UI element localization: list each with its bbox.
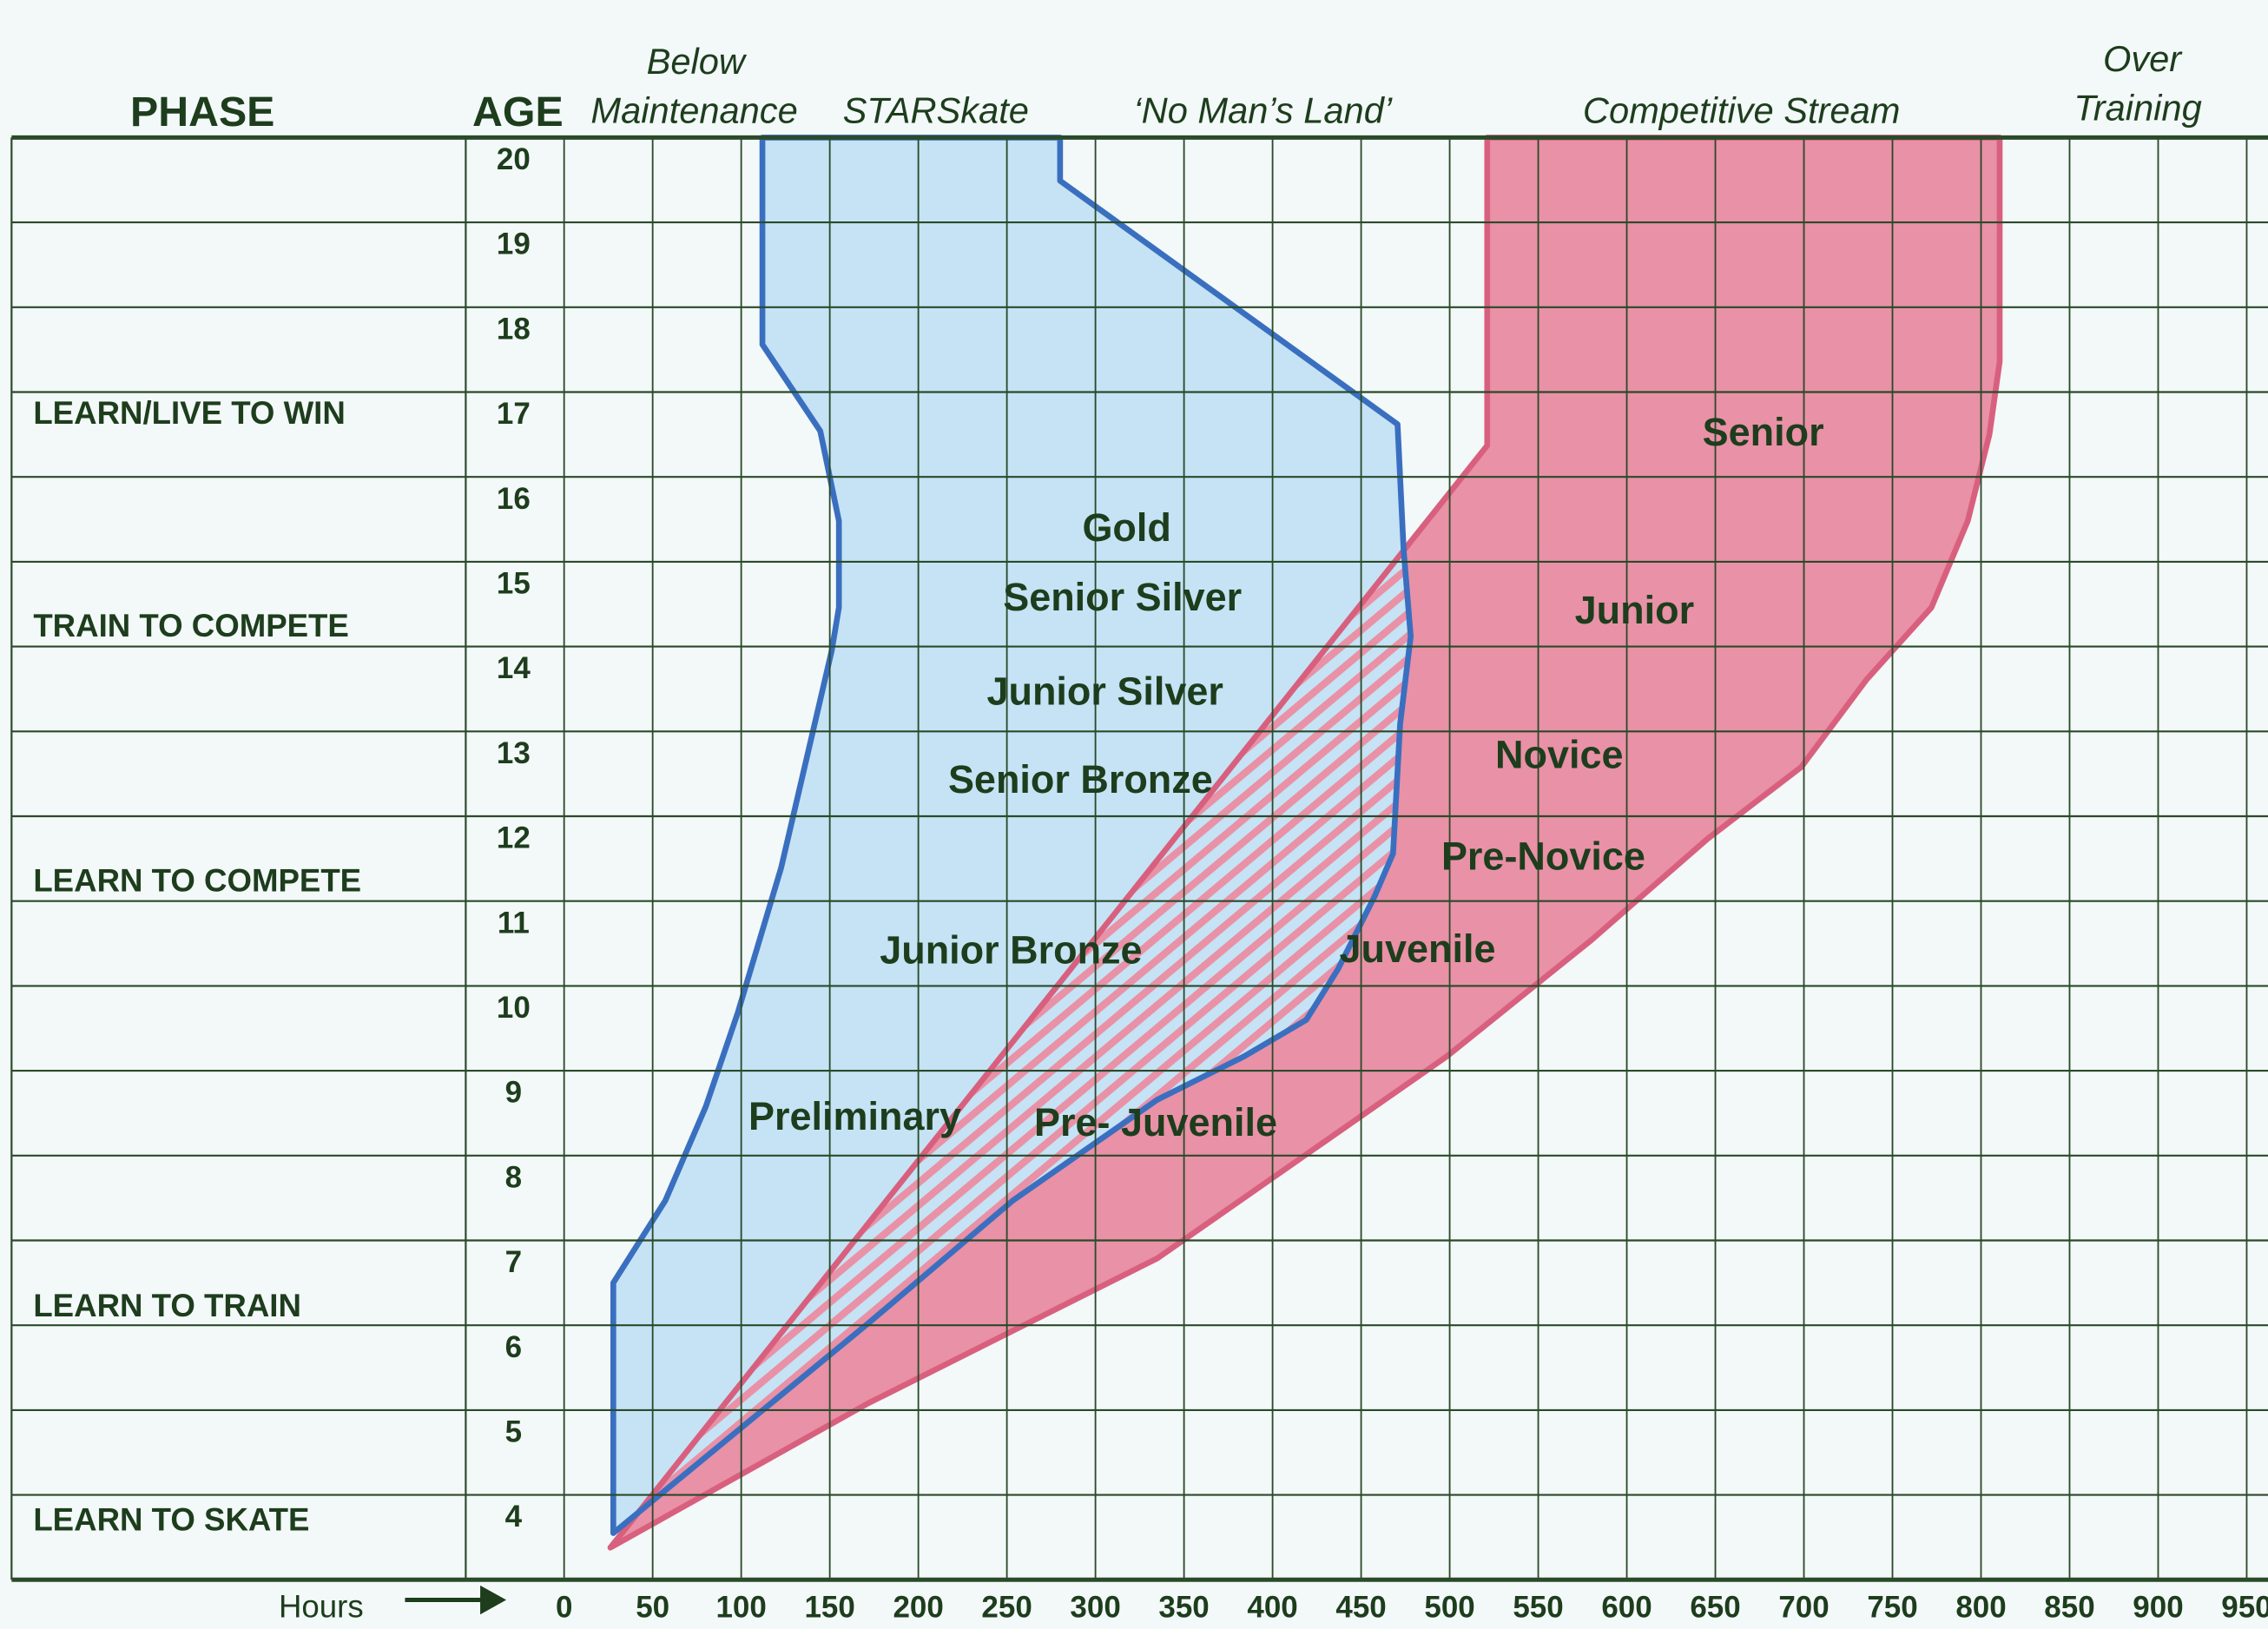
header-over-2: Training [2074, 87, 2201, 128]
header-below-2: Maintenance [590, 90, 797, 131]
age-tick-label: 19 [497, 228, 531, 261]
x-tick-label: 350 [1158, 1591, 1209, 1625]
region-label: Senior Silver [1003, 575, 1242, 619]
phase-label: LEARN TO COMPETE [33, 862, 361, 898]
x-tick-label: 450 [1335, 1591, 1386, 1625]
region-label: Junior Silver [986, 669, 1223, 713]
header-starskate: STARSkate [843, 90, 1029, 131]
age-tick-label: 12 [497, 821, 531, 855]
headers: PHASE AGE Below Maintenance STARSkate ‘N… [130, 38, 2202, 135]
x-tick-label: 150 [804, 1591, 854, 1625]
areas [607, 135, 2003, 1551]
x-tick-label: 400 [1247, 1591, 1297, 1625]
header-no-mans-land: ‘No Man’s Land’ [1133, 90, 1392, 131]
region-label: Senior [1703, 410, 1824, 454]
x-tick-label: 700 [1778, 1591, 1829, 1625]
x-tick-label: 900 [2133, 1591, 2183, 1625]
age-tick-label: 9 [505, 1076, 522, 1110]
phase-label: LEARN TO TRAIN [33, 1288, 301, 1323]
arrow-right-icon [405, 1585, 507, 1615]
x-tick-label: 950 [2221, 1591, 2268, 1625]
header-below-1: Below [647, 41, 748, 82]
x-tick-label: 550 [1513, 1591, 1563, 1625]
x-tick-label: 250 [981, 1591, 1032, 1625]
x-axis-title: Hours [279, 1585, 507, 1625]
x-tick-label: 300 [1070, 1591, 1120, 1625]
age-tick-label: 10 [497, 991, 531, 1025]
starskate-area [613, 137, 1411, 1533]
x-tick-label: 850 [2044, 1591, 2094, 1625]
x-tick-label: 100 [715, 1591, 766, 1625]
age-tick-label: 11 [498, 906, 530, 940]
x-tick-label: 600 [1601, 1591, 1652, 1625]
header-over-1: Over [2103, 38, 2183, 79]
age-tick-label: 15 [497, 567, 531, 601]
age-tick-label: 16 [497, 482, 531, 516]
region-label: Gold [1082, 505, 1170, 550]
region-label: Novice [1495, 733, 1623, 777]
age-tick-label: 8 [505, 1160, 522, 1194]
age-tick-label: 13 [497, 736, 531, 770]
phase-label: LEARN TO SKATE [33, 1502, 309, 1538]
region-label: Pre-Novice [1441, 834, 1645, 878]
region-label: Junior [1575, 588, 1694, 632]
region-label: Senior Bronze [948, 757, 1213, 801]
x-tick-label: 50 [636, 1591, 669, 1625]
phase-label: LEARN/LIVE TO WIN [33, 395, 345, 431]
header-phase: PHASE [130, 89, 274, 135]
x-tick-label: 750 [1867, 1591, 1917, 1625]
labels: 0 50 100 150 200 250 300 350 400 450 500 550 600 650 7… [33, 142, 2268, 1624]
age-tick-label: 6 [505, 1330, 522, 1364]
x-tick-label: 500 [1424, 1591, 1474, 1625]
x-tick-label: 650 [1690, 1591, 1740, 1625]
region-label: Junior Bronze [880, 928, 1142, 973]
age-tick-label: 5 [505, 1415, 522, 1449]
region-label: Pre- Juvenile [1034, 1100, 1277, 1144]
x-axis-label: Hours [279, 1589, 364, 1625]
header-competitive: Competitive Stream [1583, 90, 1901, 131]
x-tick-label: 0 [556, 1591, 572, 1625]
starskate-outline [610, 135, 1414, 1536]
region-label: Preliminary [748, 1094, 961, 1138]
x-tick-label: 200 [893, 1591, 943, 1625]
age-tick-label: 4 [505, 1500, 523, 1533]
age-tick-label: 20 [497, 142, 531, 176]
header-age: AGE [472, 89, 564, 135]
grid-overlay [10, 135, 2268, 1582]
age-tick-label: 17 [497, 397, 531, 431]
competitive-outline [607, 135, 2003, 1551]
x-tick-label: 800 [1955, 1591, 2006, 1625]
region-label: Juvenile [1340, 927, 1496, 971]
phase-label: TRAIN TO COMPETE [33, 608, 349, 643]
age-tick-label: 7 [505, 1245, 522, 1279]
age-tick-label: 18 [497, 312, 531, 346]
age-tick-label: 14 [497, 651, 531, 685]
